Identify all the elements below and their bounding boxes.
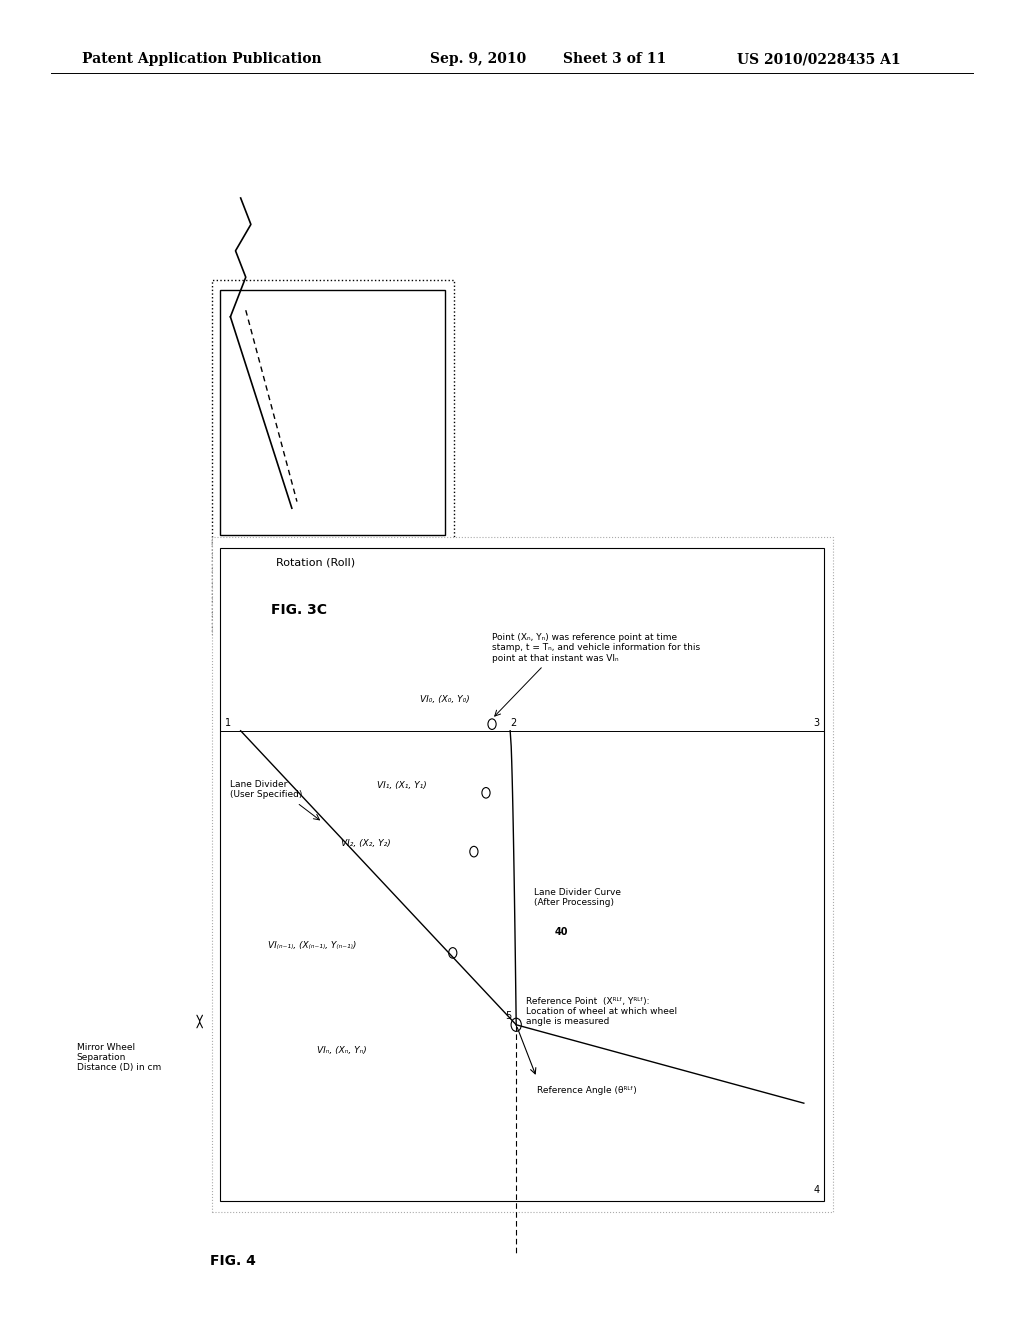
Text: Point (Xₙ, Yₙ) was reference point at time
stamp, t = Tₙ, and vehicle informatio: Point (Xₙ, Yₙ) was reference point at ti…	[493, 632, 700, 663]
Text: Lane Divider Curve
(After Processing): Lane Divider Curve (After Processing)	[535, 887, 622, 907]
Bar	[212, 280, 454, 545]
Text: Reference Angle (θᴿᴸᶠ): Reference Angle (θᴿᴸᶠ)	[537, 1086, 637, 1096]
Text: 3: 3	[813, 718, 819, 729]
Text: Sep. 9, 2010: Sep. 9, 2010	[430, 53, 526, 66]
Bar	[212, 537, 833, 1212]
Text: VIₙ, (Xₙ, Yₙ): VIₙ, (Xₙ, Yₙ)	[316, 1047, 367, 1056]
Text: US 2010/0228435 A1: US 2010/0228435 A1	[737, 53, 901, 66]
Text: Lane Divider
(User Specified): Lane Divider (User Specified)	[230, 780, 303, 799]
Bar	[220, 548, 824, 1201]
Text: 2: 2	[510, 718, 516, 729]
Text: Reference Point  (Xᴿᴸᶠ, Yᴿᴸᶠ):
Location of wheel at which wheel
angle is measure: Reference Point (Xᴿᴸᶠ, Yᴿᴸᶠ): Location o…	[526, 997, 678, 1027]
Text: 5: 5	[505, 1011, 511, 1020]
Text: Mirror Wheel
Separation
Distance (D) in cm: Mirror Wheel Separation Distance (D) in …	[77, 1043, 161, 1072]
Text: FIG. 3C: FIG. 3C	[271, 603, 327, 616]
Text: FIG. 4: FIG. 4	[210, 1254, 256, 1269]
Bar	[220, 290, 445, 535]
Bar	[212, 539, 454, 634]
Text: VI₂, (X₂, Y₂): VI₂, (X₂, Y₂)	[341, 840, 391, 849]
Text: VI₍ₙ₋₁₎, (X₍ₙ₋₁₎, Y₍ₙ₋₁₎): VI₍ₙ₋₁₎, (X₍ₙ₋₁₎, Y₍ₙ₋₁₎)	[268, 941, 357, 949]
Text: VI₀, (X₀, Y₀): VI₀, (X₀, Y₀)	[420, 696, 469, 705]
Text: Patent Application Publication: Patent Application Publication	[82, 53, 322, 66]
Text: 4: 4	[813, 1184, 819, 1195]
Text: 1: 1	[225, 718, 231, 729]
Text: 40: 40	[555, 927, 568, 937]
Text: VI₁, (X₁, Y₁): VI₁, (X₁, Y₁)	[377, 780, 427, 789]
Text: Sheet 3 of 11: Sheet 3 of 11	[563, 53, 667, 66]
Text: Rotation (Roll): Rotation (Roll)	[276, 557, 355, 568]
